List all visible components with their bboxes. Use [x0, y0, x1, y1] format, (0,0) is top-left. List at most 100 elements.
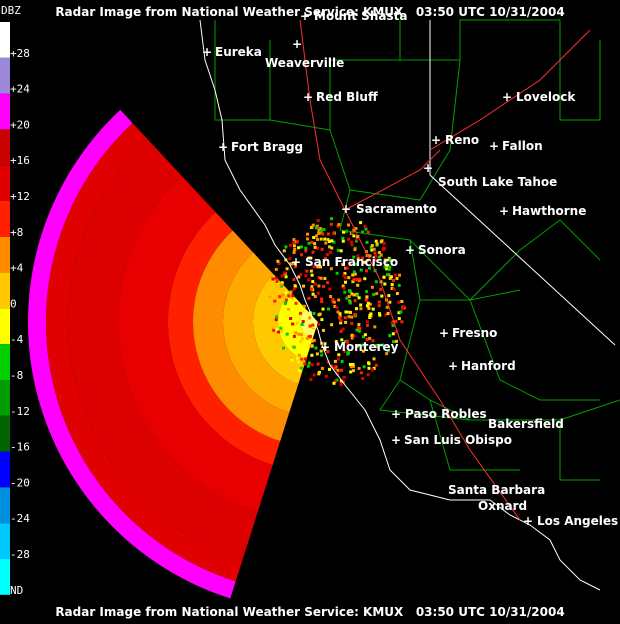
- clutter-pixel: [297, 246, 301, 250]
- clutter-pixel: [325, 253, 329, 256]
- clutter-pixel: [285, 267, 289, 271]
- clutter-pixel: [319, 227, 323, 231]
- clutter-pixel: [326, 360, 330, 364]
- clutter-pixel: [374, 254, 378, 258]
- clutter-pixel: [345, 296, 349, 300]
- clutter-pixel: [307, 278, 311, 282]
- legend-label: +8: [10, 226, 23, 239]
- echo-band: [192, 230, 290, 442]
- clutter-pixel: [302, 304, 306, 308]
- clutter-pixel: [395, 292, 399, 295]
- clutter-pixel: [328, 287, 332, 291]
- clutter-pixel: [276, 259, 280, 263]
- clutter-pixel: [351, 273, 355, 277]
- clutter-pixel: [351, 279, 355, 283]
- clutter-pixel: [292, 244, 296, 248]
- clutter-pixel: [348, 363, 352, 366]
- clutter-pixel: [299, 340, 303, 344]
- clutter-pixel: [341, 239, 345, 243]
- clutter-pixel: [340, 338, 344, 342]
- clutter-pixel: [387, 256, 391, 260]
- clutter-pixel: [315, 234, 318, 238]
- city-label: Lovelock: [516, 90, 576, 104]
- clutter-pixel: [347, 295, 351, 298]
- clutter-pixel: [343, 272, 347, 276]
- clutter-pixel: [352, 293, 356, 297]
- clutter-pixel: [330, 239, 334, 243]
- city-label: Paso Robles: [405, 407, 487, 421]
- clutter-pixel: [292, 241, 296, 245]
- clutter-pixel: [330, 217, 333, 221]
- city-label: Fort Bragg: [231, 140, 303, 154]
- clutter-pixel: [375, 242, 379, 246]
- clutter-pixel: [279, 326, 283, 330]
- clutter-pixel: [309, 226, 313, 229]
- city-label: Mount Shasta: [314, 9, 407, 23]
- clutter-pixel: [332, 300, 336, 304]
- clutter-pixel: [308, 334, 312, 338]
- clutter-pixel: [359, 307, 363, 311]
- clutter-pixel: [286, 310, 290, 314]
- clutter-pixel: [373, 258, 377, 262]
- clutter-pixel: [295, 240, 299, 244]
- clutter-pixel: [346, 266, 350, 270]
- clutter-pixel: [398, 273, 401, 277]
- clutter-pixel: [353, 272, 357, 276]
- city-marker: +: [439, 326, 449, 340]
- city-label: Sonora: [418, 243, 466, 257]
- clutter-pixel: [392, 287, 396, 291]
- clutter-pixel: [338, 312, 342, 316]
- clutter-pixel: [397, 300, 401, 304]
- city-marker: +: [391, 407, 401, 421]
- legend-swatch: [0, 93, 10, 130]
- clutter-pixel: [353, 313, 357, 317]
- clutter-pixel: [366, 373, 370, 377]
- clutter-pixel: [358, 327, 362, 331]
- clutter-pixel: [366, 230, 370, 234]
- clutter-pixel: [304, 249, 308, 253]
- clutter-pixel: [295, 321, 299, 325]
- clutter-pixel: [351, 369, 355, 373]
- clutter-pixel: [351, 363, 355, 366]
- clutter-pixel: [313, 265, 317, 269]
- clutter-pixel: [300, 245, 303, 249]
- clutter-pixel: [333, 359, 337, 363]
- clutter-pixel: [281, 293, 285, 297]
- legend-swatch: [0, 523, 10, 559]
- clutter-pixel: [322, 284, 326, 288]
- clutter-pixel: [377, 304, 381, 308]
- clutter-pixel: [370, 244, 374, 248]
- clutter-pixel: [328, 245, 332, 249]
- legend: DBZ +28 +24 +20 +16 +12 +8 +4 0 -4 -8 -12 -16 -20 -24…: [0, 4, 30, 597]
- clutter-pixel: [292, 251, 296, 255]
- clutter-pixel: [389, 275, 393, 279]
- clutter-pixel: [347, 223, 350, 227]
- clutter-pixel: [300, 357, 304, 361]
- clutter-pixel: [380, 294, 384, 298]
- clutter-pixel: [362, 335, 366, 339]
- clutter-pixel: [329, 251, 333, 254]
- clutter-pixel: [333, 379, 337, 383]
- clutter-pixel: [361, 377, 365, 380]
- clutter-pixel: [320, 318, 324, 322]
- clutter-pixel: [321, 328, 325, 332]
- clutter-pixel: [313, 282, 317, 286]
- clutter-pixel: [312, 312, 316, 315]
- clutter-pixel: [343, 290, 347, 294]
- clutter-pixel: [388, 276, 392, 280]
- clutter-pixel: [337, 316, 341, 320]
- clutter-pixel: [314, 226, 318, 230]
- echo-band: [167, 212, 281, 465]
- clutter-pixel: [350, 243, 354, 247]
- clutter-pixel: [310, 353, 314, 357]
- clutter-pixel: [323, 277, 327, 280]
- legend-title: DBZ: [1, 4, 21, 17]
- clutter-pixel: [348, 310, 352, 314]
- clutter-pixel: [344, 266, 348, 270]
- legend-label: +20: [10, 118, 30, 131]
- clutter-pixel: [357, 296, 361, 300]
- legend-swatch: [0, 559, 10, 595]
- clutter-pixel: [308, 324, 312, 328]
- clutter-pixel: [390, 286, 394, 290]
